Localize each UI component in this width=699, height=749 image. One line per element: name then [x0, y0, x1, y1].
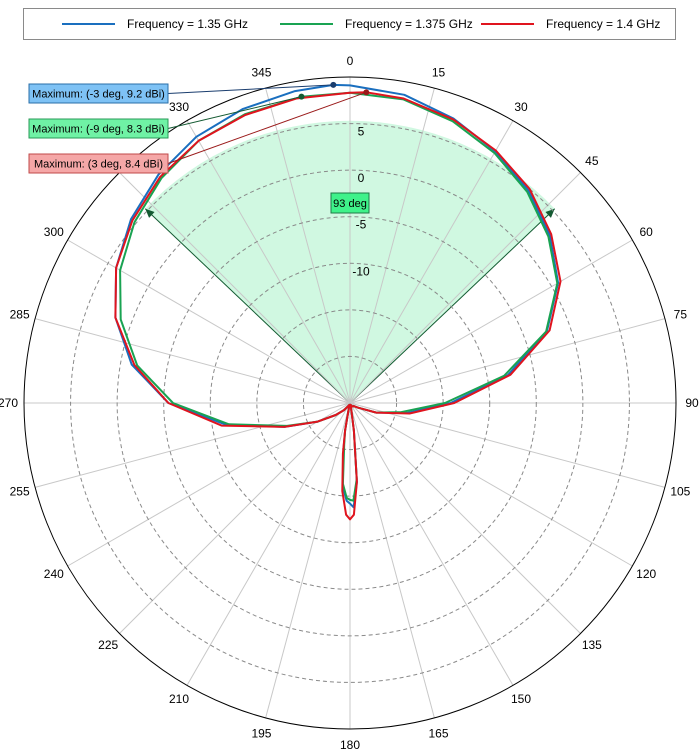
angle-tick-240: 240 — [44, 567, 64, 581]
spoke-345 — [265, 87, 351, 404]
legend-label-series-3: Frequency = 1.4 GHz — [546, 17, 661, 31]
angle-tick-270: 270 — [0, 396, 18, 410]
marker-label-3: Maximum: (3 deg, 8.4 dBi) — [34, 159, 163, 171]
angle-tick-150: 150 — [511, 692, 531, 706]
grid-ring — [70, 123, 630, 683]
angle-tick-45: 45 — [585, 154, 599, 168]
angle-tick-225: 225 — [98, 638, 118, 652]
spoke-30 — [349, 120, 514, 404]
legend-swatch-series-1 — [62, 23, 115, 25]
legend-label-series-1: Frequency = 1.35 GHz — [127, 17, 249, 31]
marker-leader-2 — [167, 96, 302, 129]
grid-ring — [116, 169, 584, 637]
spoke-240 — [67, 402, 351, 567]
spoke-210 — [186, 402, 351, 686]
beamwidth-label-box — [330, 192, 370, 214]
angle-tick-180: 180 — [340, 738, 360, 749]
series-line-3 — [114, 91, 562, 521]
spoke-135 — [349, 402, 581, 634]
spoke-195 — [265, 402, 351, 719]
spoke-15 — [349, 87, 435, 404]
spoke-120 — [349, 402, 633, 567]
angle-tick-300: 300 — [44, 225, 64, 239]
beamwidth-arrow-left — [145, 208, 155, 218]
marker-box-1 — [28, 83, 169, 104]
spoke-150 — [349, 402, 514, 686]
spoke-225 — [119, 402, 351, 634]
grid-ring — [163, 216, 537, 590]
marker-box-3 — [28, 153, 169, 174]
beamwidth-edge-left — [144, 208, 351, 404]
angle-tick-135: 135 — [582, 638, 602, 652]
angle-tick-345: 345 — [251, 66, 271, 80]
outer-ring — [23, 76, 677, 730]
beamwidth-edge-right — [349, 208, 556, 404]
series-line-2 — [119, 91, 559, 502]
angle-tick-90: 90 — [685, 396, 699, 410]
marker-leader-1 — [167, 84, 334, 94]
legend-swatch-series-2 — [280, 23, 333, 25]
angle-tick-195: 195 — [251, 726, 271, 740]
grid-ring — [209, 262, 491, 544]
spoke-45 — [349, 172, 581, 404]
angle-tick-330: 330 — [169, 100, 189, 114]
marker-leader-3 — [167, 91, 367, 164]
beamwidth-label: 93 deg — [333, 198, 367, 210]
marker-label-1: Maximum: (-3 deg, 9.2 dBi) — [32, 89, 165, 101]
series-group — [114, 83, 562, 521]
grid-ring — [302, 355, 398, 451]
marker-dot-3 — [363, 89, 370, 96]
radial-tick-label: -5 — [356, 218, 367, 232]
angle-tick-105: 105 — [670, 485, 690, 499]
angle-tick-120: 120 — [636, 567, 656, 581]
angle-tick-15: 15 — [432, 66, 446, 80]
angle-tick-0: 0 — [347, 54, 354, 68]
legend-label-series-2: Frequency = 1.375 GHz — [345, 17, 473, 31]
spoke-255 — [34, 402, 351, 488]
legend-swatch-series-3 — [481, 23, 534, 25]
radial-tick-label: 5 — [358, 125, 365, 139]
radial-tick-labels: -10 -5 0 5 — [352, 125, 370, 279]
marker-label-2: Maximum: (-9 deg, 8.3 dBi) — [32, 124, 165, 136]
chart-legend: Frequency = 1.35 GHz Frequency = 1.375 G… — [23, 8, 676, 40]
spoke-300 — [67, 239, 351, 404]
spoke-315 — [119, 172, 351, 404]
angle-tick-285: 285 — [10, 307, 30, 321]
angle-tick-255: 255 — [10, 485, 30, 499]
radial-tick-label: 0 — [358, 171, 365, 185]
spoke-285 — [34, 318, 351, 404]
spoke-60 — [349, 239, 633, 404]
annotations-group: Maximum: (-3 deg, 9.2 dBi) Maximum: (-9 d… — [28, 81, 370, 214]
polar-grid — [23, 76, 677, 730]
angle-tick-30: 30 — [514, 100, 528, 114]
angle-tick-75: 75 — [674, 307, 688, 321]
angle-tick-210: 210 — [169, 692, 189, 706]
angle-tick-60: 60 — [640, 225, 654, 239]
spoke-330 — [186, 120, 351, 404]
spoke-105 — [349, 402, 666, 488]
angle-tick-165: 165 — [429, 726, 449, 740]
spoke-165 — [349, 402, 435, 719]
marker-box-2 — [28, 118, 169, 139]
spoke-75 — [349, 318, 666, 404]
marker-dot-2 — [298, 93, 305, 100]
radial-tick-label: -10 — [352, 264, 370, 278]
marker-dot-1 — [330, 81, 337, 88]
